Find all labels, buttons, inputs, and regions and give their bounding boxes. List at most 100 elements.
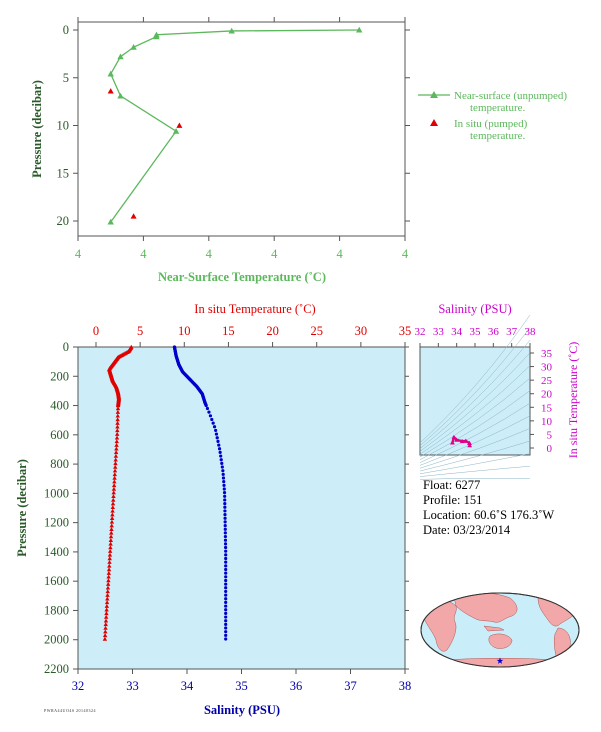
unpumped-temperature-point <box>153 33 160 40</box>
salinity-point <box>224 630 228 634</box>
temperature-point <box>109 516 115 521</box>
salinity-point <box>224 586 228 590</box>
unpumped-temperature-point <box>107 70 114 77</box>
temperature-point <box>111 497 116 502</box>
ts-point <box>451 434 457 440</box>
salinity-point <box>218 450 222 454</box>
temperature-point <box>111 483 117 488</box>
ts-salinity-tick-label: 37 <box>506 326 518 338</box>
density-contour <box>419 440 531 472</box>
salinity-point <box>224 564 228 568</box>
temperature-point <box>114 439 119 444</box>
temperature-point <box>104 603 110 608</box>
temperature-point <box>115 420 120 425</box>
salinity-point <box>211 421 215 425</box>
profile-y-tick-label: 2000 <box>44 633 69 647</box>
salinity-point <box>224 545 228 550</box>
density-contour <box>419 402 531 463</box>
legend-label-unpumped-2: temperature. <box>470 102 526 114</box>
temperature-point <box>109 519 115 524</box>
temperature-point <box>106 570 112 575</box>
salinity-tick-label: 36 <box>290 679 303 693</box>
temperature-point <box>109 527 114 531</box>
unpumped-temperature-line <box>109 29 360 223</box>
density-contour <box>419 352 531 452</box>
top-legend: Near-surface (unpumped) temperature. In … <box>418 90 567 142</box>
salinity-point <box>223 505 227 509</box>
temperature-point <box>115 428 120 433</box>
unpumped-temperature-point <box>117 92 124 99</box>
density-contour <box>419 377 531 458</box>
temperature-tick-label: 0 <box>93 324 99 338</box>
salinity-point <box>224 600 228 605</box>
ts-series <box>450 434 473 448</box>
top-xlabel: Near-Surface Temperature (˚C) <box>158 270 326 284</box>
salinity-point <box>214 432 219 436</box>
temperature-point <box>108 541 113 546</box>
salinity-point <box>223 534 228 539</box>
ts-point <box>467 442 473 448</box>
salinity-point <box>222 480 226 484</box>
salinity-point <box>224 597 228 601</box>
salinity-point <box>223 509 227 513</box>
salinity-point <box>210 417 214 422</box>
temperature-point <box>102 636 108 641</box>
map-outline <box>420 592 580 668</box>
temperature-point <box>105 581 111 586</box>
temperature-point <box>104 611 109 616</box>
profile-title: In situ Temperature (˚C) <box>194 302 315 316</box>
density-contour <box>419 477 531 480</box>
salinity-point <box>224 604 228 608</box>
salinity-point <box>224 608 228 612</box>
temperature-point <box>109 530 114 535</box>
ts-salinity-tick-label: 34 <box>451 326 463 338</box>
salinity-point <box>224 560 228 564</box>
temperature-point <box>107 548 113 553</box>
profile-series <box>102 344 228 641</box>
profile-y-tick-label: 1000 <box>44 486 69 500</box>
profile-xlabel: Salinity (PSU) <box>204 703 280 717</box>
ts-temperature-tick-label: 0 <box>547 443 553 455</box>
profile-date: Date: 03/23/2014 <box>423 523 511 537</box>
salinity-point <box>208 414 213 418</box>
temperature-point <box>113 461 118 466</box>
legend-label-pumped-1: In situ (pumped) <box>454 118 528 130</box>
salinity-point <box>207 410 211 414</box>
temperature-point <box>115 424 120 429</box>
temperature-point <box>110 508 115 513</box>
density-contour <box>419 465 531 477</box>
profile-chart: 0200400600800100012001400160018002000220… <box>15 302 411 717</box>
legend-label-pumped-2: temperature. <box>470 130 526 142</box>
salinity-point <box>222 491 227 495</box>
salinity-point <box>224 593 228 597</box>
ts-temperature-tick-label: 15 <box>541 402 553 414</box>
salinity-tick-label: 34 <box>181 679 194 693</box>
top-y-tick-label: 15 <box>57 166 70 180</box>
density-contour <box>419 390 531 461</box>
profile-y-tick-label: 1600 <box>44 574 69 588</box>
salinity-point <box>223 516 227 520</box>
salinity-point <box>219 458 223 462</box>
salinity-point <box>215 436 219 440</box>
unpumped-temperature-point <box>107 218 114 225</box>
temperature-point <box>110 512 115 517</box>
temperature-point <box>112 479 117 484</box>
pumped-temperature-point <box>130 213 137 219</box>
salinity-point <box>223 498 227 502</box>
pumped-temperature-point <box>107 88 114 94</box>
ts-salinity-ticks: 32 33 34 35 36 37 38 <box>415 326 536 347</box>
temperature-point <box>103 622 108 627</box>
ts-salinity-tick-label: 35 <box>470 326 482 338</box>
temperature-tick-label: 20 <box>266 324 279 338</box>
salinity-point <box>224 553 228 557</box>
salinity-tick-label: 38 <box>399 679 412 693</box>
salinity-point <box>224 622 228 626</box>
salinity-point <box>224 589 228 594</box>
temperature-point <box>103 625 108 630</box>
temperature-point <box>113 457 118 462</box>
ts-density-contours <box>419 314 531 480</box>
legend-marker-unpumped <box>430 91 438 98</box>
float-location-marker <box>496 657 504 664</box>
